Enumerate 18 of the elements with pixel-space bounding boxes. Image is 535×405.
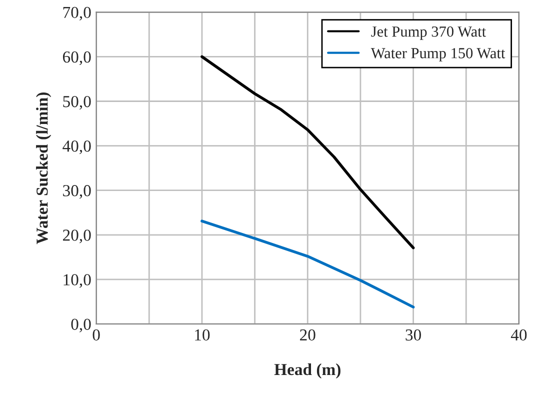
y-tick-label: 20,0 bbox=[63, 230, 91, 244]
x-axis-title: Head (m) bbox=[274, 363, 340, 379]
legend-label: Jet Pump 370 Watt bbox=[371, 26, 486, 40]
x-tick-label: 30 bbox=[406, 329, 421, 341]
y-tick-label: 0,0 bbox=[71, 318, 91, 332]
legend-label: Water Pump 150 Watt bbox=[370, 48, 506, 62]
y-tick-label: 30,0 bbox=[63, 185, 91, 199]
y-axis-title: Water Sucked (l/min) bbox=[36, 92, 52, 244]
y-tick-label: 50,0 bbox=[63, 96, 91, 110]
x-tick-label: 10 bbox=[195, 329, 210, 341]
x-tick-label: 20 bbox=[300, 329, 316, 341]
y-tick-label: 10,0 bbox=[64, 274, 91, 288]
line-series bbox=[200, 220, 415, 308]
y-tick-label: 40,0 bbox=[62, 140, 91, 154]
x-tick-label: 40 bbox=[510, 329, 527, 341]
y-tick-label: 70,0 bbox=[63, 6, 91, 20]
y-tick-label: 60,0 bbox=[62, 51, 91, 66]
x-tick-label: 0 bbox=[92, 329, 100, 341]
